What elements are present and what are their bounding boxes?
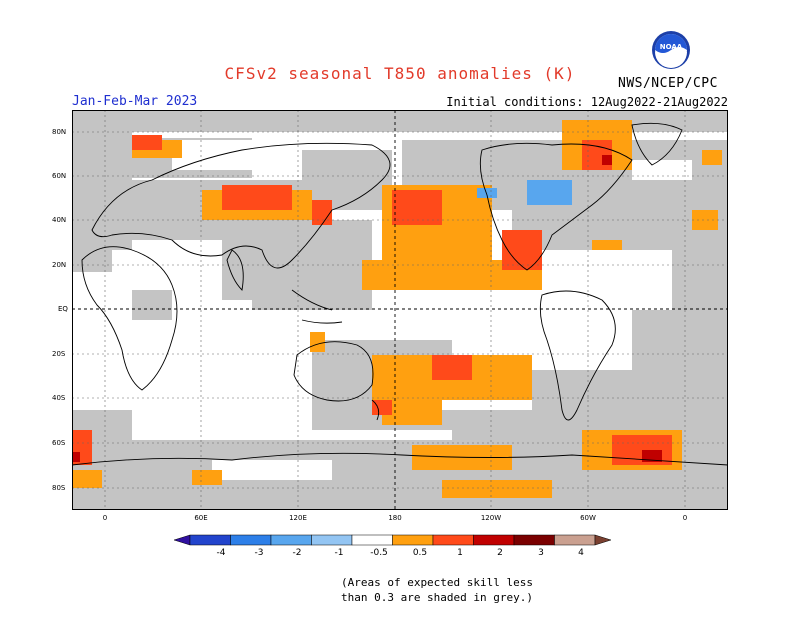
colorbar-label: 0.5 <box>412 548 428 558</box>
lat-label: 60S <box>52 439 66 447</box>
agency-label: NWS/NCEP/CPC <box>618 76 718 91</box>
colorbar-arrow-high <box>594 534 612 546</box>
colorbar-segment <box>351 534 393 546</box>
lon-label: 120W <box>480 514 502 522</box>
lon-label: 180 <box>388 514 402 522</box>
colorbar-label: -3 <box>254 548 264 558</box>
map-title: CFSv2 seasonal T850 anomalies (K) <box>224 64 576 83</box>
anomaly-map <box>72 110 728 510</box>
lat-label: 20N <box>52 261 67 269</box>
map-frame <box>72 110 728 510</box>
lat-label: 60N <box>52 172 67 180</box>
skill-note-line1: (Areas of expected skill less <box>340 576 534 589</box>
colorbar-segment <box>513 534 555 546</box>
colorbar-segment <box>392 534 434 546</box>
colorbar-label: 3 <box>538 548 544 558</box>
lon-label: 0 <box>102 514 108 522</box>
graticule <box>72 110 728 510</box>
warm-anomaly-red <box>72 135 672 465</box>
white-areas <box>112 140 692 480</box>
lat-label: 40S <box>52 394 66 402</box>
lat-label: EQ <box>58 305 68 313</box>
colorbar-label: -0.5 <box>370 548 388 558</box>
colorbar <box>173 534 612 546</box>
colorbar-segment <box>473 534 515 546</box>
noaa-logo-icon: NOAA <box>652 31 690 69</box>
colorbar-segment <box>270 534 312 546</box>
colorbar-segment <box>311 534 353 546</box>
coastlines <box>72 122 728 466</box>
lat-label: 80S <box>52 484 66 492</box>
warm-anomaly-darkred <box>72 155 662 462</box>
lon-label: 60E <box>194 514 208 522</box>
colorbar-segment <box>432 534 474 546</box>
colorbar-label: -1 <box>334 548 344 558</box>
initial-conditions: Initial conditions: 12Aug2022-21Aug2022 <box>446 95 728 109</box>
colorbar-segment <box>230 534 272 546</box>
lat-label: 80N <box>52 128 67 136</box>
lon-label: 60W <box>580 514 596 522</box>
svg-text:NOAA: NOAA <box>660 43 683 51</box>
colorbar-segment <box>189 534 231 546</box>
forecast-period: Jan-Feb-Mar 2023 <box>72 94 198 109</box>
colorbar-label: -2 <box>292 548 302 558</box>
colorbar-segment <box>554 534 596 546</box>
lon-label: 0 <box>682 514 688 522</box>
lon-label: 120E <box>289 514 307 522</box>
colorbar-label: -4 <box>216 548 226 558</box>
lat-label: 40N <box>52 216 67 224</box>
lat-label: 20S <box>52 350 66 358</box>
colorbar-label: 1 <box>457 548 463 558</box>
skill-note-line2: than 0.3 are shaded in grey.) <box>340 591 534 604</box>
equator-dateline <box>72 110 728 510</box>
colorbar-label: 2 <box>497 548 503 558</box>
colorbar-label: 4 <box>578 548 584 558</box>
colorbar-arrow-low <box>173 534 191 546</box>
cold-anomaly-blue <box>477 180 572 205</box>
